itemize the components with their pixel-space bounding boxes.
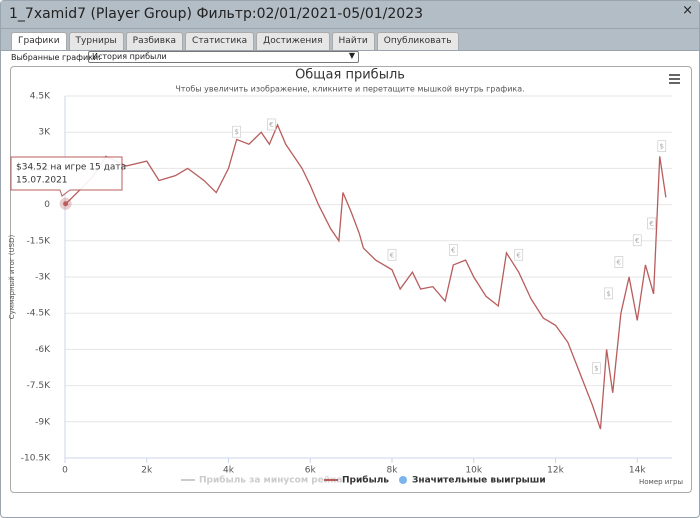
flag: [387, 248, 397, 261]
x-tick-label: 4k: [223, 466, 235, 476]
legend-label: Прибыль за минусом рейка: [199, 475, 342, 486]
flag: [647, 217, 656, 230]
x-tick-label: 6k: [305, 466, 317, 476]
tooltip-text: $34.52 на игре 15 дата: [16, 163, 126, 173]
chart-title: Общая прибыль: [295, 68, 405, 83]
flag-label: €: [390, 251, 394, 259]
profit-line: [64, 123, 667, 430]
x-tick-label: 10k: [465, 466, 482, 476]
flag: [514, 248, 524, 261]
flag-label: €: [269, 121, 273, 129]
y-tick-label: -9K: [35, 417, 51, 427]
x-tick-label: 0: [62, 466, 68, 476]
x-tick-label: 12k: [547, 466, 564, 476]
flag: [657, 140, 667, 153]
flag-label: €: [635, 237, 639, 245]
tab[interactable]: Опубликовать: [376, 32, 459, 50]
flag: [232, 125, 242, 138]
x-tick-label: 14k: [629, 466, 646, 476]
flag: [614, 256, 624, 268]
tab[interactable]: Достижения: [256, 32, 330, 50]
flag-label: $: [606, 290, 610, 298]
y-tick-label: -10.5K: [21, 454, 51, 464]
flag-label: €: [649, 220, 653, 228]
close-button[interactable]: ×: [682, 3, 693, 18]
legend-label: Прибыль: [342, 475, 389, 486]
flag-label: $: [234, 128, 238, 136]
x-axis-title: Номер игры: [639, 478, 683, 486]
y-tick-label: 4.5K: [30, 92, 51, 102]
menu-button[interactable]: [669, 74, 680, 84]
tab[interactable]: Найти: [331, 32, 375, 50]
flag: [448, 244, 458, 256]
hover-point: [63, 201, 69, 207]
window-title: 1_7xamid7 (Player Group) Фильтр:02/01/20…: [9, 6, 424, 22]
selector-label: Выбранные графики:: [11, 53, 101, 62]
y-tick-label: -1.5K: [27, 236, 52, 246]
flag-label: €: [617, 259, 621, 267]
y-tick-label: -6K: [35, 345, 51, 355]
chart-subtitle: Чтобы увеличить изображение, кликните и …: [175, 85, 524, 94]
flag: [592, 362, 601, 375]
selector-value: История прибыли: [92, 52, 167, 61]
legend-symbol: [399, 476, 407, 484]
flag: [604, 287, 613, 300]
y-axis-title: Суммарный итог (USD): [8, 235, 16, 320]
menu-bar: [669, 78, 680, 80]
flag-label: €: [451, 246, 455, 254]
flag-label: $: [594, 365, 598, 373]
x-tick-label: 8k: [387, 466, 399, 476]
x-tick-label: 2k: [141, 466, 153, 476]
legend-label: Значительные выигрыши: [412, 476, 546, 486]
title-bar: 1_7xamid7 (Player Group) Фильтр:02/01/20…: [1, 1, 699, 29]
y-tick-label: -3K: [35, 273, 51, 283]
y-tick-label: 0: [44, 200, 50, 210]
chart-panel: [10, 66, 692, 493]
tab[interactable]: Турниры: [68, 32, 124, 50]
y-tick-label: -4.5K: [27, 309, 52, 319]
flag-label: $: [660, 143, 664, 151]
selector-dropdown[interactable]: История прибыли ▼: [88, 51, 359, 63]
flag-label: €: [516, 251, 520, 259]
tooltip-text: 15.07.2021: [16, 176, 68, 186]
chart-selector: Выбранные графики: История прибыли ▼: [11, 51, 359, 63]
tab[interactable]: Графики: [11, 32, 67, 50]
y-tick-label: -7.5K: [27, 381, 52, 391]
tab[interactable]: Разбивка: [125, 32, 184, 50]
menu-bar: [669, 74, 680, 76]
tab-bar: Графики Турниры Разбивка Статистика Достижен…: [1, 29, 699, 51]
dropdown-arrow: ▼: [348, 51, 355, 60]
y-tick-label: 3K: [38, 128, 51, 138]
tooltip-box: [10, 156, 123, 197]
flag: [267, 118, 276, 131]
flag: [632, 234, 642, 247]
tab[interactable]: Статистика: [185, 32, 255, 50]
menu-bar: [669, 82, 680, 84]
